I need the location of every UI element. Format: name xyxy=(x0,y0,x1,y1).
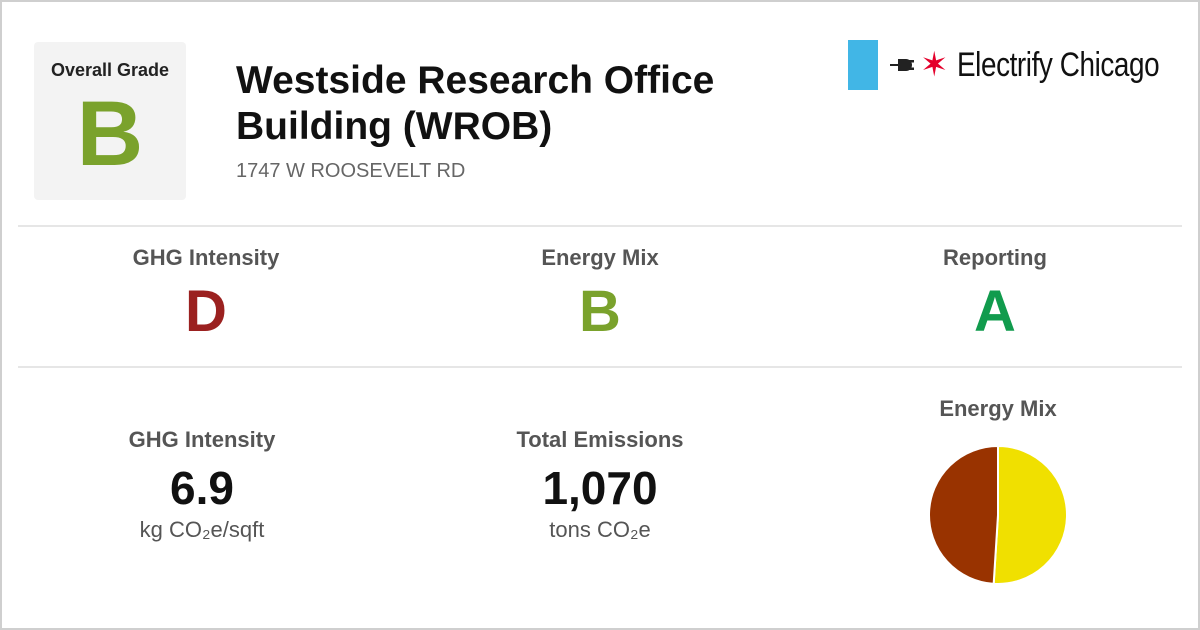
divider-bottom xyxy=(18,366,1182,368)
plug-icon xyxy=(890,59,914,71)
grade-label: Reporting xyxy=(943,245,1047,270)
pie-slice-0 xyxy=(992,444,1068,585)
metric-ghg-intensity: GHG Intensity 6.9 kg CO₂e/sqft xyxy=(52,427,352,543)
grade-label: Energy Mix xyxy=(541,245,659,270)
logo-brand-text: Electrify Chicago xyxy=(956,45,1160,84)
six-pointed-star-icon: ✶ xyxy=(920,45,949,85)
grade-letter: D xyxy=(185,279,227,344)
metric-unit: kg CO₂e/sqft xyxy=(139,517,265,542)
divider-top xyxy=(18,225,1182,227)
metric-label: GHG Intensity xyxy=(128,427,276,452)
building-address: 1747 W ROOSEVELT RD xyxy=(236,160,466,182)
grade-ghg-intensity: GHG Intensity D xyxy=(56,245,356,341)
building-name: Westside Research Office Building (WROB) xyxy=(236,59,715,148)
energy-mix-pie xyxy=(928,444,1068,585)
grade-reporting: Reporting A xyxy=(845,245,1145,341)
metric-label: Total Emissions xyxy=(516,427,684,452)
chart-title: Energy Mix xyxy=(939,396,1057,421)
grade-energy-mix: Energy Mix B xyxy=(450,245,750,341)
metric-total-emissions: Total Emissions 1,070 tons CO₂e xyxy=(450,427,750,543)
pie-slice-1 xyxy=(928,444,999,585)
metric-value: 1,070 xyxy=(542,462,658,514)
chicago-flag-bar-icon xyxy=(848,40,878,90)
energy-mix-chart: Energy Mix xyxy=(898,396,1098,586)
overall-grade-label: Overall Grade xyxy=(50,60,170,80)
metric-unit: tons CO₂e xyxy=(549,517,651,542)
grade-label: GHG Intensity xyxy=(132,245,280,270)
electrify-chicago-logo[interactable]: ✶ Electrify Chicago xyxy=(848,40,1200,90)
grade-letter: A xyxy=(974,279,1016,344)
overall-grade-box: Overall Grade B xyxy=(34,42,186,200)
overall-grade-letter: B xyxy=(76,83,144,185)
grade-letter: B xyxy=(579,279,621,344)
metric-value: 6.9 xyxy=(170,462,234,514)
